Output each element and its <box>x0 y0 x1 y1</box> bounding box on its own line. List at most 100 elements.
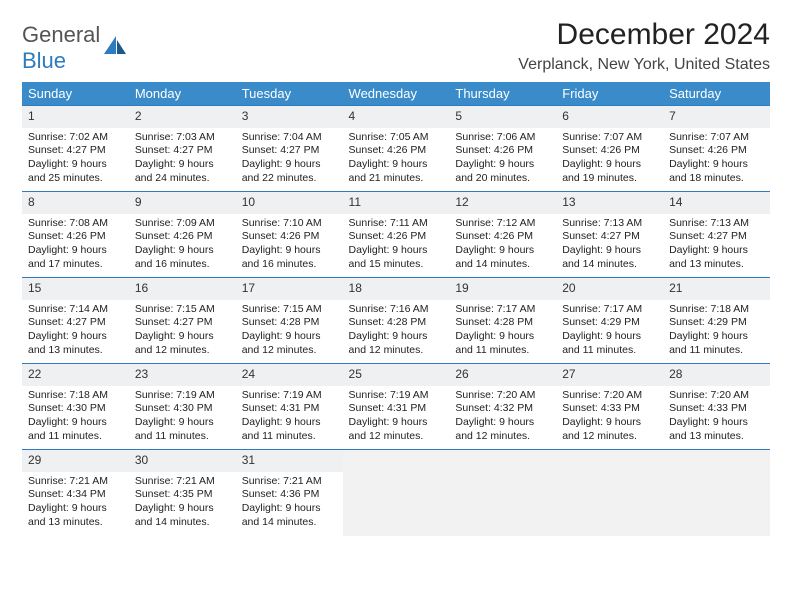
sunrise-line: Sunrise: 7:18 AM <box>28 389 123 403</box>
calendar-cell: 25Sunrise: 7:19 AMSunset: 4:31 PMDayligh… <box>343 364 450 450</box>
day-number: 21 <box>663 278 770 300</box>
month-title: December 2024 <box>518 18 770 52</box>
sunrise-line: Sunrise: 7:20 AM <box>669 389 764 403</box>
sunrise-line: Sunrise: 7:17 AM <box>562 303 657 317</box>
day-body: Sunrise: 7:17 AMSunset: 4:28 PMDaylight:… <box>449 300 556 362</box>
day-body: Sunrise: 7:17 AMSunset: 4:29 PMDaylight:… <box>556 300 663 362</box>
daylight-line: Daylight: 9 hours and 11 minutes. <box>135 416 230 443</box>
sunset-line: Sunset: 4:26 PM <box>455 144 550 158</box>
sunset-line: Sunset: 4:27 PM <box>669 230 764 244</box>
calendar-cell: 11Sunrise: 7:11 AMSunset: 4:26 PMDayligh… <box>343 192 450 278</box>
sunrise-line: Sunrise: 7:20 AM <box>455 389 550 403</box>
header-tuesday: Tuesday <box>236 82 343 106</box>
day-number: 17 <box>236 278 343 300</box>
day-number: 16 <box>129 278 236 300</box>
daylight-line: Daylight: 9 hours and 16 minutes. <box>135 244 230 271</box>
daylight-line: Daylight: 9 hours and 11 minutes. <box>28 416 123 443</box>
daylight-line: Daylight: 9 hours and 11 minutes. <box>455 330 550 357</box>
calendar-cell: 4Sunrise: 7:05 AMSunset: 4:26 PMDaylight… <box>343 106 450 192</box>
sunset-line: Sunset: 4:27 PM <box>562 230 657 244</box>
daylight-line: Daylight: 9 hours and 12 minutes. <box>242 330 337 357</box>
day-body: Sunrise: 7:09 AMSunset: 4:26 PMDaylight:… <box>129 214 236 276</box>
day-number: 12 <box>449 192 556 214</box>
daylight-line: Daylight: 9 hours and 24 minutes. <box>135 158 230 185</box>
day-number: 22 <box>22 364 129 386</box>
sunset-line: Sunset: 4:26 PM <box>349 230 444 244</box>
sunrise-line: Sunrise: 7:13 AM <box>562 217 657 231</box>
sunset-line: Sunset: 4:29 PM <box>669 316 764 330</box>
daylight-line: Daylight: 9 hours and 14 minutes. <box>242 502 337 529</box>
sunset-line: Sunset: 4:33 PM <box>562 402 657 416</box>
sunrise-line: Sunrise: 7:21 AM <box>28 475 123 489</box>
calendar-cell <box>556 450 663 536</box>
sunset-line: Sunset: 4:30 PM <box>135 402 230 416</box>
sunrise-line: Sunrise: 7:07 AM <box>562 131 657 145</box>
daylight-line: Daylight: 9 hours and 19 minutes. <box>562 158 657 185</box>
calendar-cell: 18Sunrise: 7:16 AMSunset: 4:28 PMDayligh… <box>343 278 450 364</box>
sunset-line: Sunset: 4:29 PM <box>562 316 657 330</box>
calendar-cell: 8Sunrise: 7:08 AMSunset: 4:26 PMDaylight… <box>22 192 129 278</box>
calendar-cell: 15Sunrise: 7:14 AMSunset: 4:27 PMDayligh… <box>22 278 129 364</box>
calendar-row: 8Sunrise: 7:08 AMSunset: 4:26 PMDaylight… <box>22 192 770 278</box>
calendar-cell <box>663 450 770 536</box>
day-number: 23 <box>129 364 236 386</box>
day-body: Sunrise: 7:20 AMSunset: 4:32 PMDaylight:… <box>449 386 556 448</box>
header-sunday: Sunday <box>22 82 129 106</box>
calendar-row: 22Sunrise: 7:18 AMSunset: 4:30 PMDayligh… <box>22 364 770 450</box>
daylight-line: Daylight: 9 hours and 13 minutes. <box>28 502 123 529</box>
sunset-line: Sunset: 4:27 PM <box>135 316 230 330</box>
day-number: 26 <box>449 364 556 386</box>
sunrise-line: Sunrise: 7:16 AM <box>349 303 444 317</box>
header-wednesday: Wednesday <box>343 82 450 106</box>
sunrise-line: Sunrise: 7:20 AM <box>562 389 657 403</box>
day-body: Sunrise: 7:06 AMSunset: 4:26 PMDaylight:… <box>449 128 556 190</box>
day-number: 20 <box>556 278 663 300</box>
calendar-cell: 13Sunrise: 7:13 AMSunset: 4:27 PMDayligh… <box>556 192 663 278</box>
calendar-cell: 27Sunrise: 7:20 AMSunset: 4:33 PMDayligh… <box>556 364 663 450</box>
calendar-cell: 2Sunrise: 7:03 AMSunset: 4:27 PMDaylight… <box>129 106 236 192</box>
sunset-line: Sunset: 4:26 PM <box>242 230 337 244</box>
calendar-cell: 17Sunrise: 7:15 AMSunset: 4:28 PMDayligh… <box>236 278 343 364</box>
day-number: 29 <box>22 450 129 472</box>
sunset-line: Sunset: 4:31 PM <box>349 402 444 416</box>
day-number: 15 <box>22 278 129 300</box>
day-body: Sunrise: 7:19 AMSunset: 4:31 PMDaylight:… <box>236 386 343 448</box>
calendar-cell: 9Sunrise: 7:09 AMSunset: 4:26 PMDaylight… <box>129 192 236 278</box>
calendar-cell: 1Sunrise: 7:02 AMSunset: 4:27 PMDaylight… <box>22 106 129 192</box>
daylight-line: Daylight: 9 hours and 14 minutes. <box>562 244 657 271</box>
day-body: Sunrise: 7:07 AMSunset: 4:26 PMDaylight:… <box>663 128 770 190</box>
day-number: 10 <box>236 192 343 214</box>
day-number: 1 <box>22 106 129 128</box>
day-number: 25 <box>343 364 450 386</box>
day-body: Sunrise: 7:19 AMSunset: 4:31 PMDaylight:… <box>343 386 450 448</box>
day-body: Sunrise: 7:21 AMSunset: 4:35 PMDaylight:… <box>129 472 236 534</box>
day-number: 7 <box>663 106 770 128</box>
daylight-line: Daylight: 9 hours and 11 minutes. <box>562 330 657 357</box>
sunset-line: Sunset: 4:31 PM <box>242 402 337 416</box>
sunrise-line: Sunrise: 7:11 AM <box>349 217 444 231</box>
sunrise-line: Sunrise: 7:13 AM <box>669 217 764 231</box>
sunset-line: Sunset: 4:28 PM <box>455 316 550 330</box>
day-number: 31 <box>236 450 343 472</box>
daylight-line: Daylight: 9 hours and 11 minutes. <box>242 416 337 443</box>
calendar-cell: 3Sunrise: 7:04 AMSunset: 4:27 PMDaylight… <box>236 106 343 192</box>
calendar-cell: 31Sunrise: 7:21 AMSunset: 4:36 PMDayligh… <box>236 450 343 536</box>
daylight-line: Daylight: 9 hours and 12 minutes. <box>349 416 444 443</box>
day-body: Sunrise: 7:12 AMSunset: 4:26 PMDaylight:… <box>449 214 556 276</box>
sunrise-line: Sunrise: 7:14 AM <box>28 303 123 317</box>
logo-text: General Blue <box>22 22 100 74</box>
sunrise-line: Sunrise: 7:15 AM <box>135 303 230 317</box>
calendar-cell: 21Sunrise: 7:18 AMSunset: 4:29 PMDayligh… <box>663 278 770 364</box>
day-number: 5 <box>449 106 556 128</box>
day-body: Sunrise: 7:21 AMSunset: 4:34 PMDaylight:… <box>22 472 129 534</box>
calendar-row: 1Sunrise: 7:02 AMSunset: 4:27 PMDaylight… <box>22 106 770 192</box>
calendar-cell: 23Sunrise: 7:19 AMSunset: 4:30 PMDayligh… <box>129 364 236 450</box>
sunset-line: Sunset: 4:26 PM <box>455 230 550 244</box>
sunrise-line: Sunrise: 7:18 AM <box>669 303 764 317</box>
day-number: 27 <box>556 364 663 386</box>
title-block: December 2024 Verplanck, New York, Unite… <box>518 18 770 74</box>
sunset-line: Sunset: 4:27 PM <box>28 316 123 330</box>
sunrise-line: Sunrise: 7:07 AM <box>669 131 764 145</box>
sunrise-line: Sunrise: 7:09 AM <box>135 217 230 231</box>
day-number: 3 <box>236 106 343 128</box>
